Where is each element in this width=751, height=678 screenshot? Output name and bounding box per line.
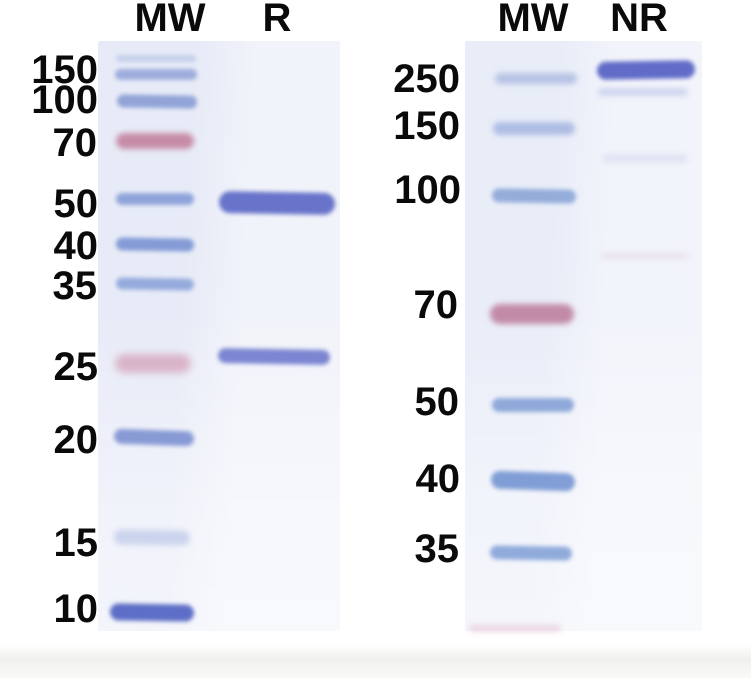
gel-band-mw-40: [490, 470, 576, 492]
gel-band-mw-top-faint: [116, 54, 196, 62]
gel-band-r-light-26: [217, 347, 331, 365]
mw-label-40: 40: [415, 457, 461, 502]
lane-header-r: R: [262, 0, 292, 40]
gel-band-r-heavy-50: [218, 190, 336, 216]
gel-band-mw-250: [495, 72, 577, 84]
mw-label-25: 25: [53, 345, 99, 390]
gel-band-nr-faint-smear-2: [601, 252, 689, 260]
gel-band-mw-bottom-pink: [469, 624, 561, 632]
mw-label-250: 250: [393, 57, 460, 102]
gel-band-nr-smear-under-main: [598, 88, 688, 96]
mw-label-15: 15: [53, 521, 99, 566]
gel-band-nr-faint-smear-1: [602, 153, 688, 163]
gel-band-mw-100: [116, 93, 198, 109]
mw-label-10: 10: [53, 587, 99, 632]
gel-band-mw-40: [115, 236, 195, 252]
mw-label-40: 40: [53, 224, 99, 269]
mw-label-150: 150: [393, 104, 460, 149]
mw-label-100: 100: [31, 78, 98, 123]
gel-band-mw-150: [115, 68, 197, 80]
mw-label-50: 50: [53, 182, 99, 227]
lane-header-nr: NR: [610, 0, 668, 40]
gel-band-mw-35: [489, 545, 573, 561]
mw-label-35: 35: [52, 264, 98, 309]
mw-label-50: 50: [414, 380, 460, 425]
gel-band-mw-25: [115, 353, 191, 373]
gel-band-mw-20: [113, 428, 195, 446]
gel-band-mw-50: [116, 193, 194, 205]
gel-band-mw-50: [492, 398, 574, 412]
gel-band-mw-70: [490, 304, 574, 324]
gel-band-nr-intact-260: [596, 60, 696, 80]
mw-label-35: 35: [414, 527, 460, 572]
gel-band-mw-15: [113, 528, 191, 546]
photo-bottom-shadow: [0, 644, 751, 678]
gel-band-mw-35: [115, 277, 195, 291]
gel-band-mw-10: [109, 602, 195, 622]
mw-label-20: 20: [53, 418, 99, 463]
gel-band-mw-150: [493, 121, 575, 135]
mw-label-70: 70: [52, 121, 98, 166]
mw-label-100: 100: [394, 168, 461, 213]
mw-label-70: 70: [413, 283, 459, 328]
gel-band-mw-70: [116, 133, 194, 149]
mw-label-150: 150: [31, 48, 98, 93]
lane-header-mw: MW: [134, 0, 206, 40]
lane-header-mw: MW: [497, 0, 569, 40]
gel-band-mw-100: [491, 188, 577, 204]
